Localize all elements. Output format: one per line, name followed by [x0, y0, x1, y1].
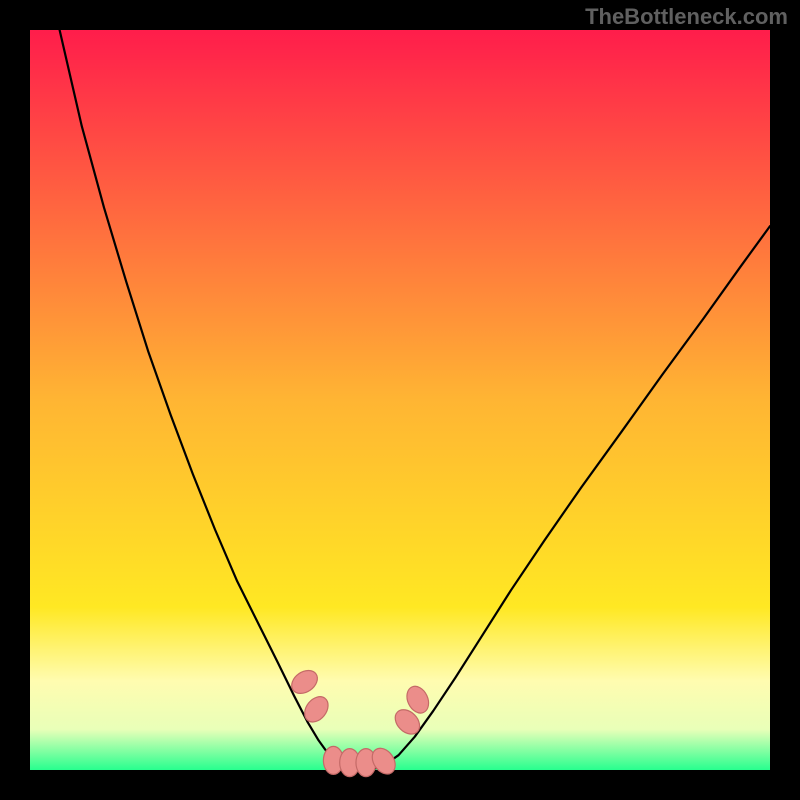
- plot-background: [30, 30, 770, 770]
- bottleneck-chart-svg: [0, 0, 800, 800]
- attribution-label: TheBottleneck.com: [585, 4, 788, 30]
- chart-canvas: TheBottleneck.com: [0, 0, 800, 800]
